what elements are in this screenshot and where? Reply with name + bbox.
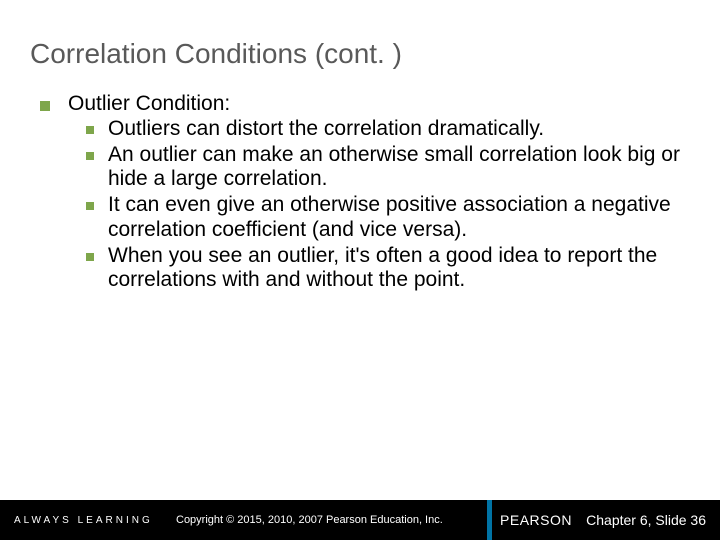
square-bullet-icon — [86, 126, 94, 134]
list-item-text: An outlier can make an otherwise small c… — [108, 143, 680, 193]
footer-bar: ALWAYS LEARNING Copyright © 2015, 2010, … — [0, 500, 720, 540]
pearson-bar-icon — [487, 500, 492, 540]
slide-title: Correlation Conditions (cont. ) — [0, 0, 720, 82]
always-learning-label: ALWAYS LEARNING — [0, 515, 176, 526]
copyright-text: Copyright © 2015, 2010, 2007 Pearson Edu… — [176, 514, 443, 526]
list-item: When you see an outlier, it's often a go… — [86, 244, 680, 294]
bullet-level1: Outlier Condition: Outliers can distort … — [40, 92, 680, 294]
sub-list: Outliers can distort the correlation dra… — [68, 117, 680, 293]
slide: Correlation Conditions (cont. ) Outlier … — [0, 0, 720, 540]
square-bullet-icon — [86, 152, 94, 160]
pearson-logo: PEARSON — [487, 500, 572, 540]
slide-reference: Chapter 6, Slide 36 — [586, 500, 706, 540]
bullet-content: Outlier Condition: Outliers can distort … — [68, 92, 680, 294]
slide-body: Outlier Condition: Outliers can distort … — [0, 82, 720, 500]
square-bullet-icon — [86, 253, 94, 261]
list-item: An outlier can make an otherwise small c… — [86, 143, 680, 193]
list-item: Outliers can distort the correlation dra… — [86, 117, 680, 142]
outlier-heading: Outlier Condition: — [68, 92, 680, 117]
square-bullet-icon — [86, 202, 94, 210]
pearson-brand-text: PEARSON — [500, 512, 572, 528]
square-bullet-icon — [40, 101, 50, 111]
list-item-text: It can even give an otherwise positive a… — [108, 193, 680, 243]
list-item-text: Outliers can distort the correlation dra… — [108, 117, 680, 142]
list-item-text: When you see an outlier, it's often a go… — [108, 244, 680, 294]
list-item: It can even give an otherwise positive a… — [86, 193, 680, 243]
